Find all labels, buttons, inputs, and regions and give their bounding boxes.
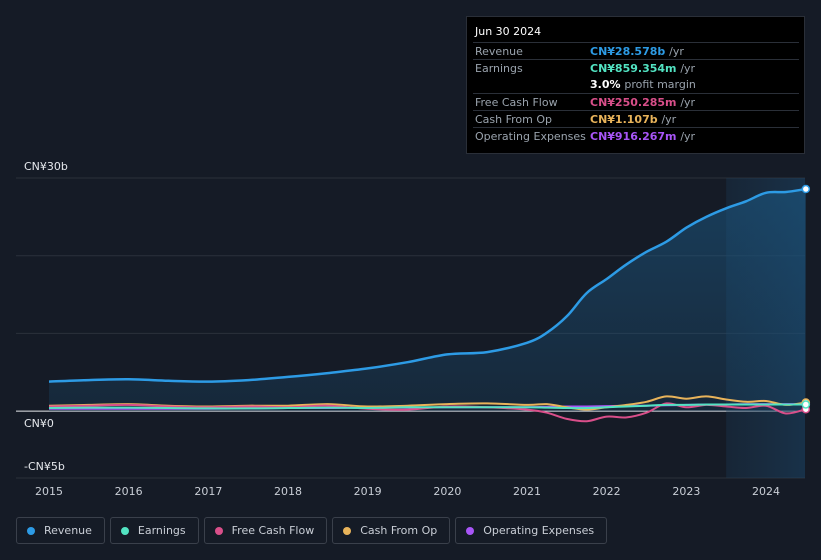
free-cash-flow-line xyxy=(48,402,807,423)
legend-label: Revenue xyxy=(44,524,92,537)
legend-label: Operating Expenses xyxy=(483,524,595,537)
x-tick-label: 2022 xyxy=(592,485,621,498)
y-tick-label: CN¥0 xyxy=(24,417,54,430)
tooltip-value-text: CN¥1.107b xyxy=(590,113,658,126)
tooltip-value-unit: /yr xyxy=(661,113,677,126)
tooltip-row-value: CN¥28.578b /yr xyxy=(590,45,684,58)
tooltip-date: Jun 30 2024 xyxy=(475,25,542,38)
x-tick-label: 2023 xyxy=(672,485,701,498)
x-tick-label: 2018 xyxy=(274,485,302,498)
x-tick-label: 2020 xyxy=(433,485,462,498)
earnings-line xyxy=(48,403,806,410)
tooltip-value-text: CN¥916.267m xyxy=(590,130,677,143)
x-tick-label: 2019 xyxy=(353,485,382,498)
tooltip-row-value: CN¥250.285m /yr xyxy=(590,96,695,109)
tooltip-value-unit: /yr xyxy=(669,45,684,58)
legend-dot-icon xyxy=(27,526,35,535)
revenue-line xyxy=(48,187,806,383)
tooltip-value-unit: /yr xyxy=(680,96,696,109)
tooltip-row: 3.0% profit margin xyxy=(473,76,799,93)
tooltip-value-unit: /yr xyxy=(680,62,696,75)
y-tick-label: CN¥30b xyxy=(24,160,68,173)
x-tick-label: 2024 xyxy=(752,485,780,498)
tooltip-row: Earnings CN¥859.354m /yr xyxy=(473,59,799,77)
legend-dot-icon xyxy=(120,526,129,535)
revenue-end-point xyxy=(801,184,811,194)
tooltip-value-text: CN¥250.285m xyxy=(590,96,677,109)
tooltip-row-value: CN¥859.354m /yr xyxy=(590,62,695,75)
y-tick-label: -CN¥5b xyxy=(24,460,65,473)
x-tick-label: 2017 xyxy=(194,485,223,498)
legend-dot-icon xyxy=(343,526,352,535)
tooltip-value-text: CN¥28.578b xyxy=(590,45,666,58)
tooltip-row-label: Earnings xyxy=(475,62,523,75)
legend-item-cash-from-op[interactable]: Cash From Op xyxy=(332,517,451,544)
tooltip-row-label: Free Cash Flow xyxy=(475,96,558,109)
tooltip-value-text: 3.0% xyxy=(590,78,621,91)
revenue-area xyxy=(49,189,806,412)
legend-dot-icon xyxy=(214,526,223,535)
tooltip-row-label: Operating Expenses xyxy=(475,130,586,143)
tooltip-row: Cash From Op CN¥1.107b /yr xyxy=(473,110,799,128)
tooltip-row-label: Cash From Op xyxy=(475,113,553,126)
tooltip-value-text: CN¥859.354m xyxy=(590,62,677,75)
tooltip-row-value: CN¥1.107b /yr xyxy=(590,113,676,126)
x-tick-label: 2021 xyxy=(513,485,541,498)
tooltip-row-label: Revenue xyxy=(475,45,523,58)
legend-item-revenue[interactable]: Revenue xyxy=(16,517,105,544)
legend-dot-icon xyxy=(466,526,475,535)
legend: Revenue Earnings Free Cash Flow Cash From O… xyxy=(16,517,612,546)
tooltip-row-value: 3.0% profit margin xyxy=(590,78,696,91)
legend-item-earnings[interactable]: Earnings xyxy=(109,517,199,544)
tooltip-value-unit: /yr xyxy=(680,130,696,143)
tooltip-row: Operating Expenses CN¥916.267m /yr xyxy=(473,127,799,145)
tooltip-row: Revenue CN¥28.578b /yr xyxy=(473,42,799,60)
tooltip-panel: Jun 30 2024 Revenue CN¥28.578b /yr Earning… xyxy=(466,16,805,154)
legend-label: Cash From Op xyxy=(360,524,438,537)
tooltip-value-unit: profit margin xyxy=(624,78,696,91)
x-tick-label: 2016 xyxy=(114,485,143,498)
legend-label: Earnings xyxy=(137,524,186,537)
legend-label: Free Cash Flow xyxy=(231,524,315,537)
x-tick-label: 2015 xyxy=(35,485,63,498)
earnings-end-point xyxy=(801,400,811,409)
tooltip-row: Free Cash Flow CN¥250.285m /yr xyxy=(473,93,799,111)
legend-item-free-cash-flow[interactable]: Free Cash Flow xyxy=(203,517,328,544)
tooltip-row-value: CN¥916.267m /yr xyxy=(590,130,695,143)
legend-item-operating-expenses[interactable]: Operating Expenses xyxy=(455,517,608,544)
